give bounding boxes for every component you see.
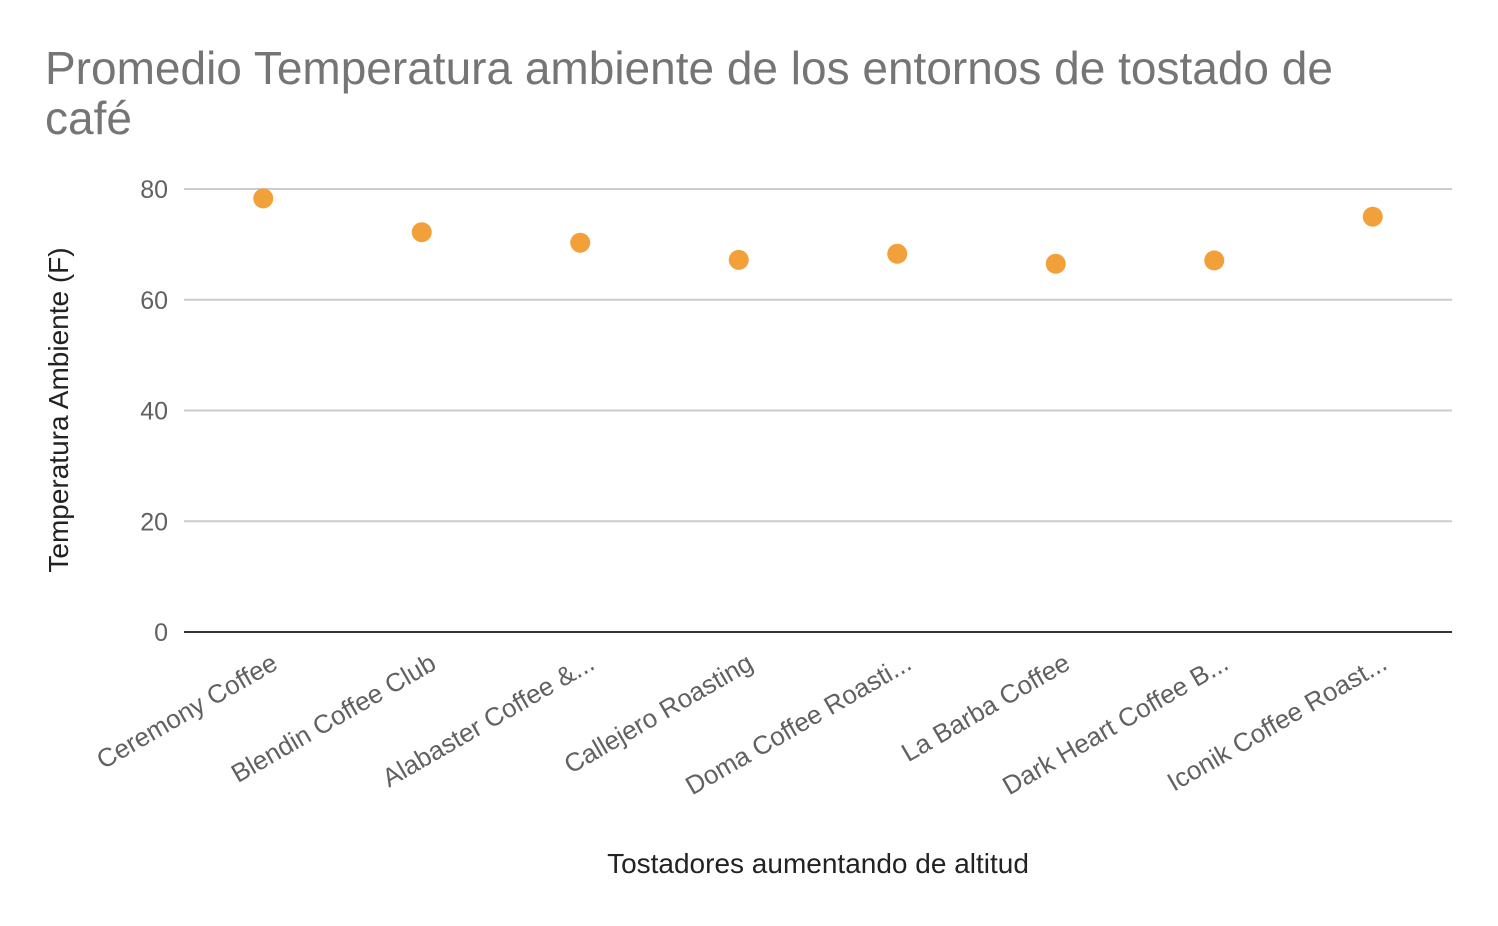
y-axis-tick-labels: 0 20 40 60 80 — [140, 176, 168, 647]
y-tick-label: 40 — [140, 398, 168, 426]
data-point — [411, 222, 432, 243]
gridlines — [184, 188, 1452, 633]
chart-title-line-1: Promedio Temperatura ambiente de los ent… — [45, 42, 1333, 94]
y-tick-label: 0 — [154, 619, 168, 647]
y-axis-title: Temperatura Ambiente (F) — [43, 247, 74, 572]
data-point — [570, 232, 591, 253]
data-point — [728, 249, 749, 270]
y-tick-label: 20 — [140, 508, 168, 536]
data-points — [253, 188, 1383, 274]
data-point — [1045, 253, 1066, 274]
y-tick-label: 80 — [140, 176, 168, 204]
y-tick-label: 60 — [140, 287, 168, 315]
data-point — [1362, 206, 1383, 227]
data-point — [253, 188, 274, 209]
chart-title-line-2: café — [45, 92, 132, 144]
x-axis-title: Tostadores aumentando de altitud — [607, 848, 1029, 879]
data-point — [887, 243, 908, 264]
data-point — [1204, 250, 1225, 271]
